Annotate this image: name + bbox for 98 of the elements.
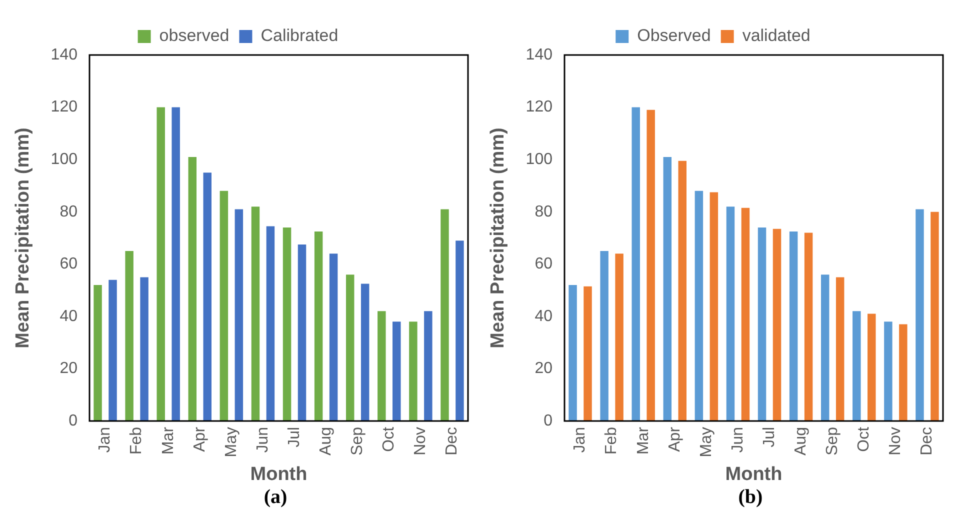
y-tick-label: 80 (60, 203, 78, 220)
x-tick-label: Feb (603, 426, 620, 455)
bar (632, 107, 640, 421)
bar (600, 251, 608, 421)
y-tick-label: 120 (50, 98, 78, 116)
x-tick-label: Jul (286, 426, 303, 448)
y-tick-label: 120 (526, 98, 553, 116)
x-axis-title: Month (250, 464, 308, 485)
bar (678, 160, 687, 421)
y-tick-label: 60 (534, 256, 553, 273)
x-tick-label: Jul (760, 426, 778, 448)
bar (726, 206, 735, 421)
x-tick-label: Mar (634, 426, 652, 455)
bar (203, 172, 212, 421)
bar (663, 156, 672, 421)
bar (568, 285, 577, 421)
bar (234, 209, 244, 421)
y-tick-label: 80 (534, 203, 553, 220)
x-tick-label: Sep (824, 426, 842, 456)
x-tick-label: Oct (856, 426, 873, 452)
bar (329, 254, 338, 421)
x-tick-label: Apr (666, 426, 684, 452)
y-axis-title: Mean Precipitation (mm) (12, 128, 34, 348)
x-tick-label: May (222, 426, 240, 458)
bar (899, 324, 908, 421)
bar (646, 110, 655, 421)
bar (916, 209, 924, 421)
bar (94, 285, 102, 421)
bar (930, 212, 939, 421)
legend-label: Calibrated (260, 26, 338, 46)
x-tick-label: Aug (792, 426, 810, 456)
bar (314, 231, 323, 421)
bar (378, 311, 386, 421)
bar (804, 232, 813, 421)
x-tick-label: Apr (191, 426, 208, 452)
bar (820, 274, 830, 421)
bar (424, 311, 432, 421)
bar (346, 274, 354, 421)
x-tick-label: Jan (96, 426, 114, 453)
y-tick-label: 40 (534, 308, 553, 325)
y-tick-label: 0 (68, 412, 78, 430)
x-tick-label: May (698, 426, 715, 458)
bar (584, 286, 592, 421)
bar (282, 228, 292, 421)
bar (392, 322, 401, 421)
bar (360, 284, 370, 421)
y-tick-label: 100 (50, 150, 78, 168)
x-tick-label: Feb (128, 426, 146, 455)
bar (789, 231, 798, 421)
bar (440, 209, 449, 421)
bar (172, 107, 180, 421)
y-tick-label: 20 (534, 360, 553, 378)
y-tick-label: 140 (50, 46, 78, 64)
bar (188, 156, 197, 421)
text: (a) (262, 486, 288, 509)
x-tick-label: Nov (412, 426, 430, 456)
x-tick-label: Mar (160, 426, 177, 455)
bar (156, 107, 165, 421)
bar (884, 322, 892, 421)
legend-label: observed (159, 26, 230, 46)
x-tick-label: Nov (887, 426, 904, 456)
x-tick-label: Dec (444, 426, 461, 456)
bar (741, 208, 750, 421)
y-tick-label: 0 (544, 412, 553, 430)
bar (758, 228, 766, 421)
x-tick-label: Jun (729, 426, 746, 453)
bar (140, 277, 148, 421)
bar (298, 244, 306, 421)
x-tick-label: Jan (572, 426, 589, 453)
bar (852, 311, 861, 421)
y-tick-label: 60 (60, 256, 78, 273)
bar (251, 206, 260, 421)
y-tick-label: 100 (526, 150, 553, 168)
y-tick-label: 140 (526, 46, 553, 64)
bar (456, 240, 464, 421)
x-tick-label: Sep (349, 426, 366, 456)
bar (409, 322, 418, 421)
bar (108, 280, 117, 421)
bar (836, 277, 844, 421)
bar (125, 251, 134, 421)
x-tick-label: Oct (380, 426, 398, 452)
bar (615, 254, 624, 421)
x-tick-label: Aug (317, 426, 334, 456)
legend-label: Observed (637, 26, 711, 46)
bar (220, 190, 228, 421)
legend-label: validated (742, 26, 810, 46)
y-tick-label: 40 (60, 308, 78, 325)
bar (868, 314, 876, 421)
y-tick-label: 20 (60, 360, 78, 378)
x-tick-label: Jun (254, 426, 272, 453)
bar (710, 192, 718, 421)
bar (266, 226, 275, 421)
x-tick-label: Dec (918, 426, 936, 456)
x-axis-title: Month (725, 464, 782, 485)
y-axis-title: Mean Precipitation (mm) (488, 128, 509, 348)
bar (772, 228, 782, 421)
text: (b) (737, 486, 764, 509)
bar (694, 190, 704, 421)
